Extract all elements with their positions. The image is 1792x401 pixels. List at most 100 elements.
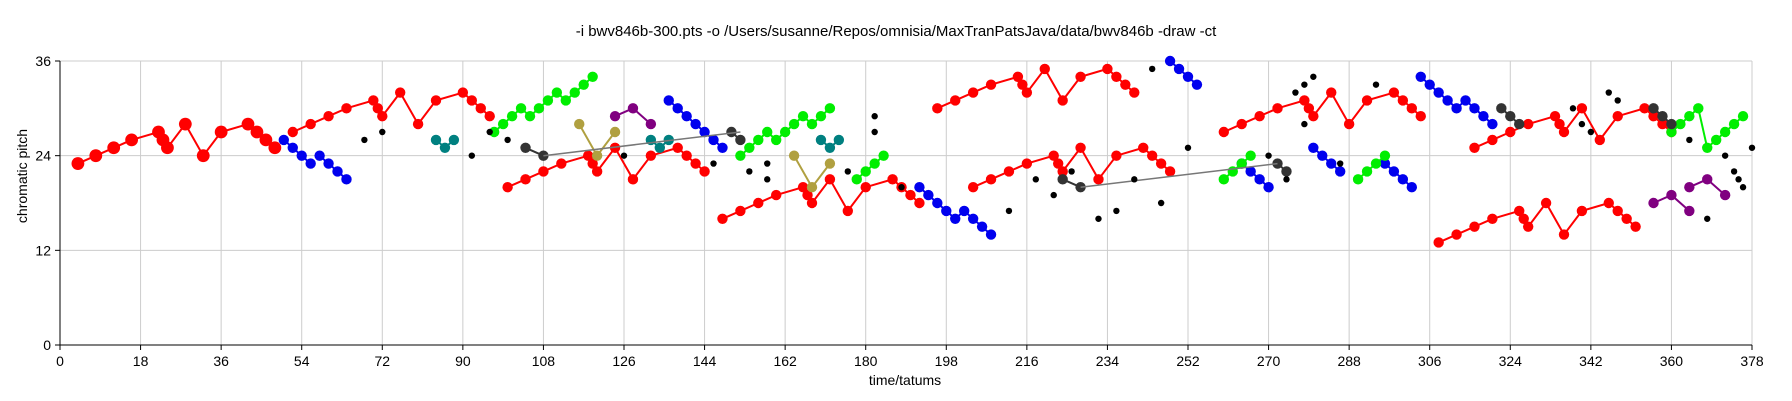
data-point	[341, 103, 352, 114]
data-point	[1263, 182, 1274, 193]
data-point	[860, 166, 871, 177]
data-point	[806, 182, 818, 193]
data-point	[824, 158, 836, 169]
data-point	[1164, 166, 1176, 177]
series-blue	[1308, 142, 1346, 177]
data-point	[1433, 87, 1444, 98]
data-point	[1102, 63, 1113, 75]
data-point	[1129, 87, 1140, 98]
data-point	[430, 95, 442, 106]
data-point	[1048, 150, 1059, 161]
data-point	[1191, 79, 1203, 90]
x-tick-label: 90	[455, 353, 471, 369]
data-point	[1612, 205, 1623, 217]
data-point	[502, 182, 513, 193]
data-point	[1265, 152, 1272, 159]
data-point	[871, 113, 878, 120]
data-point	[1254, 111, 1265, 122]
data-point	[1730, 168, 1738, 175]
chart-title: -i bwv846b-300.pts -o /Users/susanne/Rep…	[576, 23, 1217, 40]
data-point	[582, 150, 594, 161]
data-point	[958, 205, 970, 217]
data-point	[1254, 174, 1265, 185]
data-point	[1666, 118, 1677, 130]
data-point	[976, 221, 988, 232]
series-line	[543, 131, 741, 157]
data-point	[1648, 197, 1659, 209]
data-point	[609, 126, 621, 138]
data-point	[627, 103, 639, 114]
data-point	[1032, 176, 1040, 183]
data-point	[770, 134, 782, 146]
series-blue	[314, 150, 352, 185]
data-point	[1050, 191, 1057, 199]
series-red	[967, 142, 1176, 193]
data-point	[851, 174, 862, 185]
data-point	[556, 158, 567, 169]
x-tick-label: 18	[133, 353, 149, 369]
data-point	[1245, 150, 1256, 161]
data-point	[466, 95, 478, 106]
data-point	[1702, 142, 1713, 153]
series-red	[71, 117, 282, 170]
x-tick-label: 36	[213, 353, 229, 369]
data-point	[1614, 97, 1621, 104]
data-point	[1299, 95, 1310, 106]
data-point	[1308, 111, 1319, 122]
data-point	[368, 95, 379, 106]
data-point	[524, 111, 536, 122]
data-point	[1155, 158, 1167, 169]
data-point	[923, 189, 934, 201]
y-tick-label: 24	[35, 148, 51, 164]
x-tick-label: 198	[935, 353, 959, 369]
data-point	[1558, 229, 1570, 240]
data-point	[690, 118, 701, 130]
data-point	[1569, 105, 1577, 112]
data-point	[486, 128, 493, 136]
data-point	[654, 142, 666, 153]
data-point	[1017, 79, 1028, 90]
data-point	[824, 103, 836, 114]
data-point	[448, 134, 460, 146]
data-point	[484, 111, 495, 122]
series-teal	[815, 134, 845, 153]
series-red	[932, 63, 1140, 114]
data-point	[1317, 150, 1328, 161]
series-green	[1666, 103, 1749, 153]
data-point	[1704, 215, 1711, 222]
data-point	[1514, 118, 1525, 130]
series-black	[361, 65, 1756, 222]
data-point	[717, 142, 728, 153]
series-brown	[1496, 103, 1525, 130]
series-line	[1223, 154, 1252, 181]
series-line	[972, 145, 1171, 189]
data-point	[1068, 168, 1075, 175]
data-point	[1283, 176, 1290, 183]
data-point	[1666, 189, 1677, 201]
data-point	[1518, 213, 1529, 224]
data-point	[1301, 120, 1308, 128]
data-point	[950, 213, 961, 224]
data-point	[1336, 160, 1344, 167]
series-line	[1169, 60, 1198, 86]
series-line	[1474, 106, 1673, 149]
data-point	[1657, 118, 1668, 130]
data-point	[860, 182, 871, 193]
data-point	[506, 111, 518, 122]
data-point	[1245, 166, 1256, 177]
x-tick-label: 144	[693, 353, 717, 369]
data-point	[764, 160, 771, 167]
data-point	[1612, 111, 1623, 122]
series-green	[488, 71, 598, 138]
data-point	[1095, 215, 1102, 222]
data-point	[1164, 55, 1176, 67]
series-brown	[726, 126, 746, 146]
y-axis-ticks: 0 12 24 36	[35, 53, 60, 353]
data-point	[296, 150, 307, 161]
data-point	[1093, 174, 1104, 185]
data-point	[1334, 166, 1346, 177]
data-point	[372, 103, 384, 114]
data-point	[1218, 126, 1230, 138]
series-brown	[1648, 103, 1677, 130]
series-red	[1433, 197, 1641, 248]
